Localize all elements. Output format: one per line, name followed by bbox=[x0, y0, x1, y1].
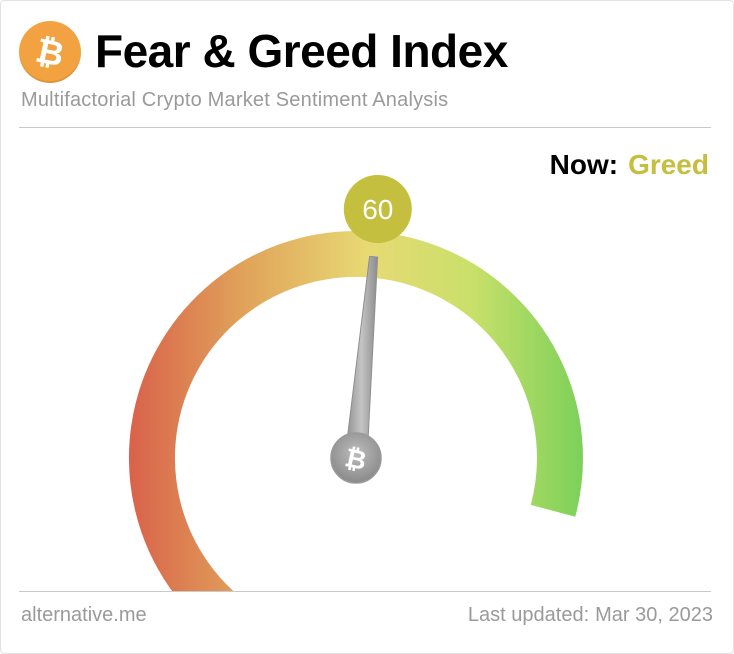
header-divider bbox=[19, 127, 711, 128]
value-badge: 60 bbox=[343, 175, 412, 243]
gauge-arc bbox=[129, 231, 583, 591]
sentiment-gauge: ₿ 60 bbox=[129, 175, 583, 591]
last-updated-label: Last updated: bbox=[467, 604, 590, 626]
bitcoin-icon: ₿ bbox=[19, 21, 81, 83]
gauge-needle bbox=[344, 255, 379, 460]
footer-divider bbox=[19, 591, 711, 592]
current-status: Now: Greed bbox=[550, 147, 709, 183]
bitcoin-icon: ₿ bbox=[330, 432, 382, 484]
source-link[interactable]: alternative.me bbox=[21, 604, 147, 626]
page-title: Fear & Greed Index bbox=[95, 25, 508, 77]
now-value: Greed bbox=[628, 149, 709, 180]
page-subtitle: Multifactorial Crypto Market Sentiment A… bbox=[21, 89, 449, 111]
svg-text:₿: ₿ bbox=[32, 32, 67, 75]
gauge-value: 60 bbox=[362, 194, 393, 225]
now-label: Now: bbox=[549, 149, 619, 180]
last-updated-date: Mar 30, 2023 bbox=[595, 604, 713, 626]
last-updated: Last updated: Mar 30, 2023 bbox=[468, 604, 713, 627]
